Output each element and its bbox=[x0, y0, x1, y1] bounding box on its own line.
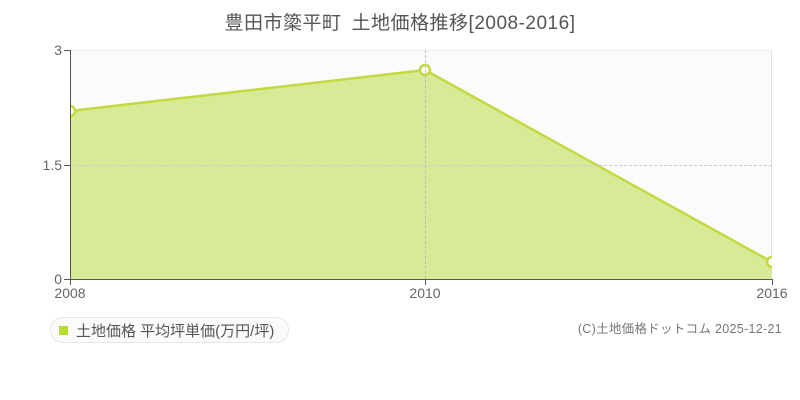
x-tick-label-2016: 2016 bbox=[756, 285, 788, 301]
x-axis-line bbox=[70, 279, 773, 280]
y-tick-label-1point5: 1.5 bbox=[42, 157, 62, 173]
copyright-credit: (C)土地価格ドットコム 2025-12-21 bbox=[577, 322, 782, 336]
x-tick-label-2010: 2010 bbox=[409, 285, 441, 301]
data-point-2016 bbox=[765, 255, 772, 269]
gridline-y-1point5 bbox=[70, 165, 772, 166]
page-title: 豊田市簗平町 土地価格推移[2008-2016] bbox=[0, 8, 800, 35]
chart-legend[interactable]: 土地価格 平均坪単価(万円/坪) bbox=[50, 317, 290, 343]
area-fill-shape bbox=[70, 70, 772, 279]
x-tick-mark-2016 bbox=[772, 279, 773, 285]
x-tick-mark-2008 bbox=[70, 279, 71, 285]
data-point-2008 bbox=[70, 104, 77, 118]
x-tick-mark-2010 bbox=[425, 279, 426, 285]
y-tick-label-0: 0 bbox=[54, 271, 62, 287]
y-tick-mark-1point5 bbox=[64, 165, 70, 166]
x-tick-label-2008: 2008 bbox=[54, 285, 86, 301]
gridline-x-2010 bbox=[425, 50, 426, 279]
legend-swatch-icon bbox=[59, 325, 68, 335]
legend-item-label: 土地価格 平均坪単価(万円/坪) bbox=[76, 322, 275, 340]
title-metric: 土地価格推移[2008-2016] bbox=[351, 13, 576, 34]
y-tick-mark-3 bbox=[64, 50, 70, 51]
y-tick-mark-0 bbox=[64, 279, 70, 280]
y-tick-label-3: 3 bbox=[54, 42, 62, 58]
y-axis-line bbox=[70, 50, 71, 280]
gridline-y-3 bbox=[70, 50, 772, 51]
title-place: 豊田市簗平町 bbox=[224, 13, 342, 34]
